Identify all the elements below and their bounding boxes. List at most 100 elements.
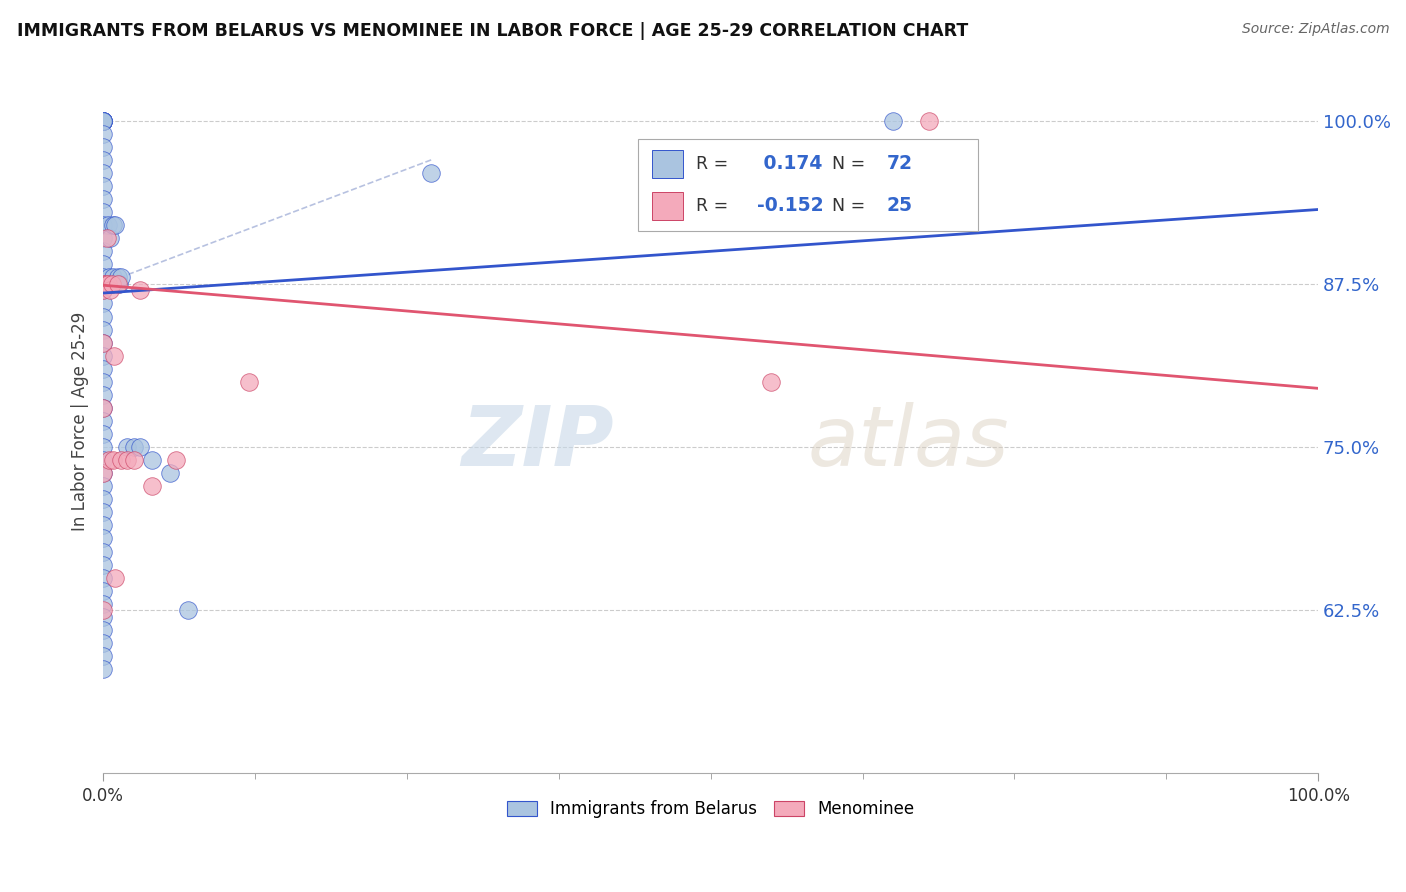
Point <box>91 335 114 350</box>
Point <box>91 453 114 467</box>
Text: 0.174: 0.174 <box>756 154 823 173</box>
Point <box>91 603 114 617</box>
Point <box>91 192 114 206</box>
Point <box>91 597 114 611</box>
Point <box>91 127 114 141</box>
Point <box>91 113 114 128</box>
Point <box>91 401 114 415</box>
Point <box>91 335 114 350</box>
Point <box>177 603 200 617</box>
Text: IMMIGRANTS FROM BELARUS VS MENOMINEE IN LABOR FORCE | AGE 25-29 CORRELATION CHAR: IMMIGRANTS FROM BELARUS VS MENOMINEE IN … <box>17 22 969 40</box>
Text: atlas: atlas <box>808 401 1010 483</box>
Point <box>91 466 114 480</box>
Point <box>100 284 122 298</box>
Point <box>91 558 114 572</box>
Text: N =: N = <box>832 197 865 215</box>
Point <box>761 375 783 389</box>
Point <box>97 277 120 291</box>
Point <box>91 113 114 128</box>
Text: -0.152: -0.152 <box>756 196 824 216</box>
Point <box>117 453 139 467</box>
Point <box>91 375 114 389</box>
Point <box>238 375 260 389</box>
Point <box>91 113 114 128</box>
Point <box>101 453 124 467</box>
Point <box>91 277 114 291</box>
Point <box>141 479 163 493</box>
Point <box>91 296 114 310</box>
Point <box>91 113 114 128</box>
Point <box>96 231 118 245</box>
Point <box>91 349 114 363</box>
Point <box>91 140 114 154</box>
Point <box>91 277 114 291</box>
Point <box>91 544 114 558</box>
Point <box>91 113 114 128</box>
Point <box>128 284 150 298</box>
Point <box>91 636 114 650</box>
Point <box>159 466 181 480</box>
Point <box>91 532 114 546</box>
Text: ZIP: ZIP <box>461 401 613 483</box>
Point <box>91 113 114 128</box>
Point <box>91 414 114 428</box>
Point <box>91 609 114 624</box>
Point <box>91 218 114 232</box>
Point <box>91 427 114 442</box>
FancyBboxPatch shape <box>638 139 979 231</box>
Point <box>91 492 114 507</box>
Text: N =: N = <box>832 154 865 173</box>
Point <box>128 440 150 454</box>
FancyBboxPatch shape <box>652 150 683 178</box>
Point <box>91 113 114 128</box>
Text: R =: R = <box>696 197 734 215</box>
Point <box>91 205 114 219</box>
Point <box>91 270 114 285</box>
Point <box>117 440 139 454</box>
Point <box>122 453 145 467</box>
Point <box>107 270 129 285</box>
Point <box>100 231 122 245</box>
Point <box>103 349 125 363</box>
Point <box>98 277 121 291</box>
Point <box>98 270 121 285</box>
Point <box>420 166 443 180</box>
Point <box>97 218 120 232</box>
Point <box>104 571 127 585</box>
Point <box>91 310 114 324</box>
Point <box>110 270 132 285</box>
Point <box>91 284 114 298</box>
Text: 72: 72 <box>887 154 912 173</box>
Point <box>91 388 114 402</box>
Point <box>100 277 122 291</box>
Point <box>91 401 114 415</box>
Point <box>91 623 114 637</box>
Point <box>98 453 121 467</box>
Point <box>91 648 114 663</box>
Point <box>91 113 114 128</box>
Point <box>91 518 114 533</box>
Point <box>165 453 187 467</box>
Point <box>101 218 124 232</box>
Point <box>103 277 125 291</box>
Point <box>91 153 114 167</box>
Point <box>91 466 114 480</box>
Point <box>141 453 163 467</box>
Point <box>91 479 114 493</box>
Text: 25: 25 <box>887 196 912 216</box>
Point <box>110 453 132 467</box>
Y-axis label: In Labor Force | Age 25-29: In Labor Force | Age 25-29 <box>72 311 89 531</box>
Point <box>882 113 904 128</box>
Point <box>91 440 114 454</box>
Point <box>101 270 124 285</box>
Point <box>91 583 114 598</box>
Text: R =: R = <box>696 154 734 173</box>
Point <box>91 284 114 298</box>
Point <box>91 166 114 180</box>
FancyBboxPatch shape <box>652 192 683 220</box>
Legend: Immigrants from Belarus, Menominee: Immigrants from Belarus, Menominee <box>501 794 921 825</box>
Point <box>122 440 145 454</box>
Point <box>100 277 122 291</box>
Point <box>91 323 114 337</box>
Point <box>91 113 114 128</box>
